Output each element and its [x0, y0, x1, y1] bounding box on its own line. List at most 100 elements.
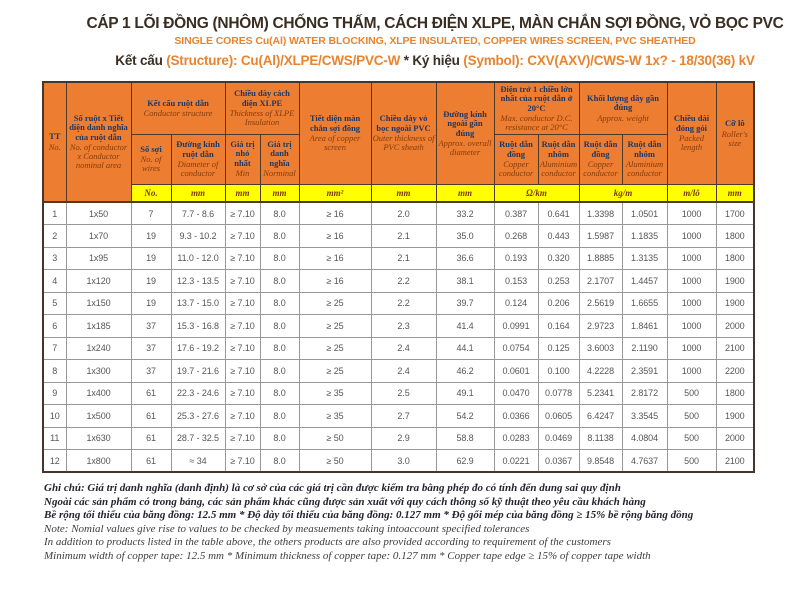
- separator-star: *: [403, 53, 409, 68]
- table-cell: 2.9723: [578, 314, 623, 338]
- col-header-pvc-thickness: Chiều dày vỏ bọc ngoài PVC Outer thickne…: [370, 81, 437, 185]
- col-header-copper-screen-area: Tiết diện màn chắn sợi đồng Area of copp…: [298, 81, 372, 185]
- table-cell: 17.6 - 19.2: [170, 336, 226, 360]
- unit-cell: mm²: [298, 183, 372, 203]
- table-cell: ≥ 7.10: [224, 246, 261, 270]
- table-cell: 19: [130, 246, 172, 270]
- table-cell: 8.0: [259, 224, 300, 248]
- table-cell: 19.7 - 21.6: [170, 359, 226, 383]
- col-header-conductor-diameter: Đường kính ruột dẫn Diameter of conducto…: [170, 133, 226, 185]
- col-group-dc-resistance: Điện trở 1 chiều lớn nhất của ruột dẫn ở…: [493, 81, 580, 135]
- table-row: 1 1x50 7 7.7 - 8.6 ≥ 7.10 8.0 ≥ 16 2.0 33.2 0.387…: [42, 201, 755, 225]
- table-cell: 12: [42, 449, 67, 473]
- table-cell: 2200: [715, 359, 755, 383]
- table-cell: 6.4247: [578, 404, 623, 428]
- table-cell: 1800: [715, 381, 755, 405]
- table-cell: 0.0469: [537, 426, 580, 450]
- table-cell: 54.2: [435, 404, 495, 428]
- table-cell: 1000: [666, 314, 717, 338]
- table-cell: 8.0: [259, 336, 300, 360]
- table-cell: ≥ 35: [298, 404, 372, 428]
- table-cell: 1x185: [65, 314, 132, 338]
- table-cell: 0.0470: [493, 381, 539, 405]
- table-cell: 8.0: [259, 381, 300, 405]
- table-cell: 5: [42, 291, 67, 315]
- table-cell: 7: [130, 201, 172, 225]
- table-cell: 58.8: [435, 426, 495, 450]
- table-cell: 1800: [715, 224, 755, 248]
- table-cell: 1.6655: [621, 291, 668, 315]
- table-cell: 0.320: [537, 246, 580, 270]
- table-cell: 8.0: [259, 291, 300, 315]
- table-cell: 8.0: [259, 404, 300, 428]
- table-cell: 7.7 - 8.6: [170, 201, 226, 225]
- table-cell: 1x500: [65, 404, 132, 428]
- units-row: No. mm mm mm mm² mm mm Ω/km kg/m m/lô mm: [43, 183, 755, 203]
- table-cell: 0.641: [537, 201, 580, 225]
- table-cell: 2.0: [370, 201, 437, 225]
- table-cell: 4.7637: [621, 449, 668, 473]
- structure-value: (Structure): Cu(Al)/XLPE/CWS/PVC-W: [166, 53, 401, 68]
- table-cell: 1.3135: [621, 246, 668, 270]
- table-cell: 1000: [666, 269, 717, 293]
- table-cell: ≥ 7.10: [224, 291, 261, 315]
- table-cell: 2100: [715, 449, 755, 473]
- table-cell: 0.0366: [493, 404, 539, 428]
- table-cell: 0.0605: [537, 404, 580, 428]
- table-cell: 28.7 - 32.5: [170, 426, 226, 450]
- structure-symbol-line: Kết cấu (Structure): Cu(Al)/XLPE/CWS/PVC…: [86, 52, 784, 70]
- table-cell: 2.7: [370, 404, 437, 428]
- table-cell: ≥ 7.10: [224, 224, 261, 248]
- table-cell: ≥ 25: [298, 291, 372, 315]
- table-cell: 8.0: [259, 449, 300, 473]
- table-row: 8 1x300 37 19.7 - 21.6 ≥ 7.10 8.0 ≥ 25 2.4 46.2 0…: [42, 359, 755, 383]
- table-cell: 1x800: [65, 449, 132, 473]
- table-cell: 2.3: [370, 314, 437, 338]
- page-subtitle: SINGLE CORES Cu(Al) WATER BLOCKING, XLPE…: [174, 35, 696, 47]
- table-cell: 61: [130, 426, 172, 450]
- unit-cell: mm: [435, 183, 495, 203]
- table-cell: 8.0: [259, 426, 300, 450]
- table-cell: 62.9: [435, 449, 495, 473]
- footnotes: Ghi chú: Giá trị danh nghĩa (danh định) …: [44, 482, 800, 563]
- table-cell: 15.3 - 16.8: [170, 314, 226, 338]
- table-row: 7 1x240 37 17.6 - 19.2 ≥ 7.10 8.0 ≥ 25 2.4 44.1 0…: [42, 336, 755, 360]
- spec-table-body: 1 1x50 7 7.7 - 8.6 ≥ 7.10 8.0 ≥ 16 2.0 33.2 0.387…: [42, 201, 755, 473]
- table-cell: 1x240: [65, 336, 132, 360]
- table-cell: 12.3 - 13.5: [170, 269, 226, 293]
- note-line: Minimum width of copper tape: 12.5 mm * …: [44, 549, 651, 562]
- table-cell: 61: [130, 404, 172, 428]
- table-cell: 1x50: [65, 201, 132, 225]
- table-cell: 9.3 - 10.2: [170, 224, 226, 248]
- table-cell: 10: [42, 404, 67, 428]
- table-cell: 1: [42, 201, 67, 225]
- table-cell: ≥ 16: [298, 201, 372, 225]
- table-cell: 0.0754: [493, 336, 539, 360]
- table-cell: 25.3 - 27.6: [170, 404, 226, 428]
- table-cell: ≥ 7.10: [224, 381, 261, 405]
- table-cell: 8.0: [259, 246, 300, 270]
- unit-cell: Ω/km: [493, 183, 580, 203]
- note-line: Ghi chú: Giá trị danh nghĩa (danh định) …: [44, 482, 621, 494]
- table-cell: 8: [42, 359, 67, 383]
- header-row-groups: TT No. Số ruột x Tiết diện danh nghĩa củ…: [42, 81, 755, 203]
- table-cell: ≥ 7.10: [224, 314, 261, 338]
- table-cell: 1000: [666, 291, 717, 315]
- col-header-resistance-aluminium: Ruột dẫn nhôm Aluminium conductor: [537, 133, 580, 185]
- table-cell: 1.8885: [578, 246, 623, 270]
- unit-cell: No.: [130, 183, 172, 203]
- table-cell: 11.0 - 12.0: [170, 246, 226, 270]
- table-cell: 2.1707: [578, 269, 623, 293]
- table-cell: 1.8461: [621, 314, 668, 338]
- table-cell: 9.8548: [578, 449, 623, 473]
- table-cell: 49.1: [435, 381, 495, 405]
- table-cell: 1.4457: [621, 269, 668, 293]
- table-cell: 37: [130, 336, 172, 360]
- unit-cell: mm: [370, 183, 437, 203]
- col-header-weight-copper: Ruột dẫn đồng Copper conductor: [578, 133, 623, 185]
- col-group-xlpe-thickness: Chiều dày cách điện XLPE Thickness of XL…: [224, 81, 300, 135]
- table-cell: 5.2341: [578, 381, 623, 405]
- table-cell: 500: [666, 449, 717, 473]
- table-cell: 500: [666, 426, 717, 450]
- table-cell: 35.0: [435, 224, 495, 248]
